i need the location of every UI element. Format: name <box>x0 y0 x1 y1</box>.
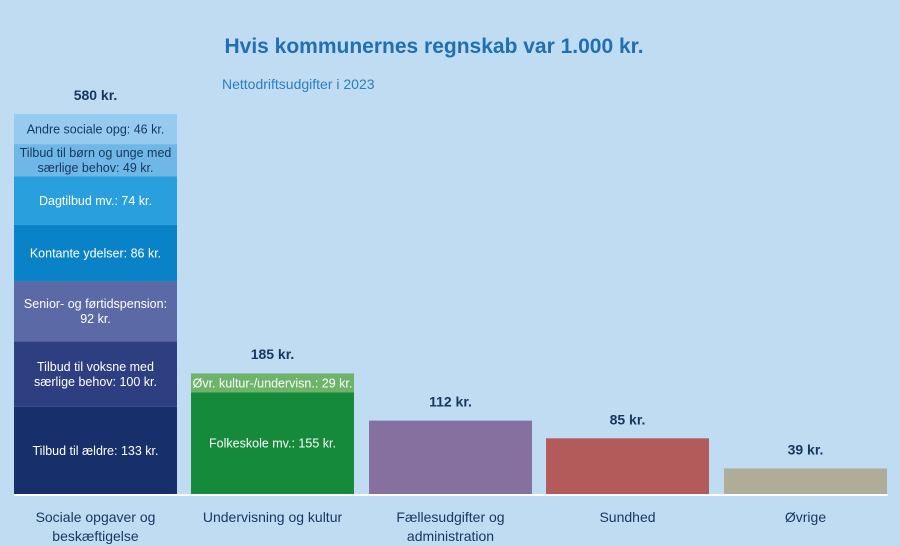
category-label: Undervisning og kultur <box>203 509 343 525</box>
segment-label: særlige behov: 100 kr. <box>34 375 157 389</box>
bar-segment <box>546 438 709 494</box>
bars-group: Tilbud til ældre: 133 kr. Tilbud til voks… <box>14 87 887 494</box>
category-label: Fællesudgifter og <box>396 509 504 525</box>
bar-segment <box>14 341 177 407</box>
bar-segment <box>191 392 354 494</box>
segment-label: Tilbud til voksne med <box>37 360 154 374</box>
category-labels-group: Sociale opgaver og beskæftigelse Undervisn… <box>36 509 827 544</box>
segment-label: 92 kr. <box>80 312 111 326</box>
bar-segment <box>14 406 177 494</box>
category-label: beskæftigelse <box>52 528 139 544</box>
category-label: administration <box>407 528 494 544</box>
segment-label: Senior- og førtidspension: <box>24 297 167 311</box>
bar-segment <box>724 468 887 494</box>
total-label: 39 kr. <box>788 441 824 457</box>
total-label: 185 kr. <box>251 346 295 362</box>
total-label: 580 kr. <box>74 87 118 103</box>
segment-label: Tilbud til børn og unge med <box>20 146 172 160</box>
segment-label: Dagtilbud mv.: 74 kr. <box>39 194 152 208</box>
segment-label: Kontante ydelser: 86 kr. <box>30 246 161 260</box>
segment-label: Folkeskole mv.: 155 kr. <box>209 437 336 451</box>
segment-label: Øvr. kultur-/undervisn.: 29 kr. <box>193 376 353 390</box>
bar-segment <box>14 281 177 342</box>
segment-label: Andre sociale opg: 46 kr. <box>27 123 165 137</box>
total-label: 85 kr. <box>610 411 646 427</box>
bar-segment <box>14 144 177 177</box>
chart-subtitle: Nettodriftsudgifter i 2023 <box>222 76 375 92</box>
segment-label: Tilbud til ældre: 133 kr. <box>33 444 159 458</box>
category-label: Øvrige <box>785 509 826 525</box>
category-label: Sundhed <box>599 509 655 525</box>
category-label: Sociale opgaver og <box>36 509 156 525</box>
chart-title: Hvis kommunernes regnskab var 1.000 kr. <box>224 35 643 58</box>
segment-label: særlige behov: 49 kr. <box>37 161 153 175</box>
bar-segment <box>369 420 532 494</box>
bar-segment <box>14 176 177 225</box>
total-label: 112 kr. <box>429 394 472 410</box>
bar-segment <box>14 224 177 282</box>
bar-segment <box>191 373 354 393</box>
bar-segment <box>14 114 177 145</box>
